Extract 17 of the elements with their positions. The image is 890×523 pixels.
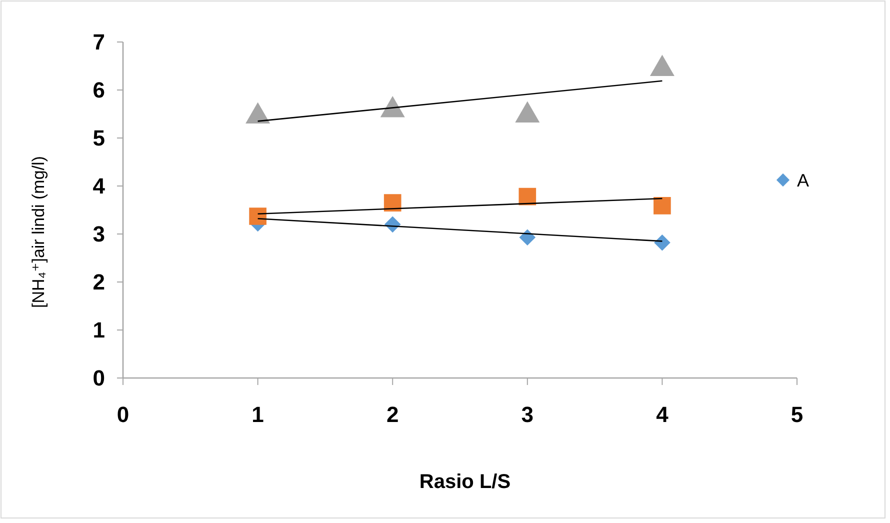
y-tick-label: 7 <box>92 30 105 55</box>
y-tick-label: 6 <box>92 78 105 103</box>
y-tick-label: 5 <box>92 126 105 151</box>
y-tick-label: 1 <box>92 318 105 343</box>
x-axis-title: Rasio L/S <box>419 471 511 493</box>
y-axis-title: [NH₄⁺]air lindi (mg/l) <box>29 156 48 308</box>
y-tick-label: 3 <box>92 222 105 247</box>
x-tick-label: 1 <box>252 402 264 427</box>
x-tick-label: 2 <box>386 402 399 427</box>
x-tick-label: 0 <box>116 402 130 427</box>
y-tick-label: 0 <box>92 366 105 391</box>
y-tick-label: 4 <box>92 174 106 199</box>
legend-label: A <box>797 170 810 190</box>
x-tick-label: 4 <box>656 402 670 427</box>
x-tick-label: 5 <box>790 402 804 427</box>
x-tick-label: 3 <box>521 402 534 427</box>
y-tick-label: 2 <box>92 270 105 295</box>
